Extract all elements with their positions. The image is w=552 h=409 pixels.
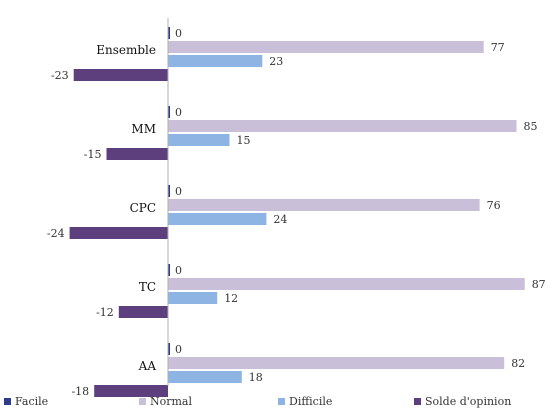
value-label-normal-ensemble: 77 (491, 41, 505, 54)
value-label-solde-d-opinion-tc: -12 (96, 306, 114, 319)
value-label-facile-ensemble: 0 (175, 27, 182, 40)
bar-facile-ensemble (168, 27, 170, 39)
category-label-tc: TC (139, 280, 156, 294)
category-label-cpc: CPC (130, 201, 156, 215)
legend-label-facile: Facile (15, 395, 49, 408)
legend-item-solde: Solde d'opinion (414, 395, 511, 408)
legend-label-solde: Solde d'opinion (425, 395, 512, 408)
value-label-difficile-mm: 15 (237, 134, 251, 147)
bar-facile-cpc (168, 185, 170, 197)
legend-label-normal: Normal (150, 395, 193, 408)
value-label-solde-d-opinion-mm: -15 (84, 148, 102, 161)
bar-normal-cpc (168, 199, 480, 211)
value-label-facile-cpc: 0 (175, 185, 182, 198)
legend-swatch-difficile (278, 398, 285, 405)
value-label-difficile-cpc: 24 (273, 213, 287, 226)
bar-difficile-tc (168, 292, 218, 304)
legend-swatch-facile (4, 398, 11, 405)
bar-solde-d-opinion-aa (94, 385, 168, 397)
value-label-normal-tc: 87 (532, 278, 546, 291)
bar-difficile-mm (168, 134, 230, 146)
bar-difficile-ensemble (168, 55, 263, 67)
value-label-normal-aa: 82 (511, 357, 525, 370)
bar-facile-aa (168, 343, 170, 355)
value-label-difficile-tc: 12 (224, 292, 238, 305)
bar-difficile-cpc (168, 213, 267, 225)
legend-item-facile: Facile (4, 395, 48, 408)
bar-solde-d-opinion-cpc (69, 227, 168, 239)
value-label-normal-cpc: 76 (487, 199, 501, 212)
value-label-solde-d-opinion-cpc: -24 (47, 227, 65, 240)
legend-swatch-normal (139, 398, 146, 405)
value-label-difficile-aa: 18 (249, 371, 263, 384)
value-label-facile-tc: 0 (175, 264, 182, 277)
bar-facile-mm (168, 106, 170, 118)
legend-label-difficile: Difficile (289, 395, 333, 408)
value-label-difficile-ensemble: 23 (269, 55, 283, 68)
plot-area: 0 77 23 -23 Ensemble 0 85 15 -15 MM 0 76 24 -24 CPC 0 87… (47, 18, 546, 398)
value-label-facile-aa: 0 (175, 343, 182, 356)
legend-item-normal: Normal (139, 395, 192, 408)
bar-solde-d-opinion-ensemble (73, 69, 168, 81)
bar-normal-tc (168, 278, 525, 290)
bar-difficile-aa (168, 371, 242, 383)
value-label-solde-d-opinion-aa: -18 (71, 385, 89, 398)
category-label-mm: MM (131, 122, 156, 136)
bar-solde-d-opinion-tc (118, 306, 168, 318)
legend-item-difficile: Difficile (278, 395, 332, 408)
bar-solde-d-opinion-mm (106, 148, 168, 160)
category-label-aa: AA (138, 359, 157, 373)
bar-normal-mm (168, 120, 517, 132)
category-label-ensemble: Ensemble (96, 43, 156, 57)
value-label-facile-mm: 0 (175, 106, 182, 119)
bar-normal-aa (168, 357, 505, 369)
legend-swatch-solde (414, 398, 421, 405)
bar-facile-tc (168, 264, 170, 276)
value-label-normal-mm: 85 (524, 120, 538, 133)
legend: Facile Normal Difficile Solde d'opinion (0, 393, 552, 409)
value-label-solde-d-opinion-ensemble: -23 (51, 69, 69, 82)
bar-normal-ensemble (168, 41, 484, 53)
